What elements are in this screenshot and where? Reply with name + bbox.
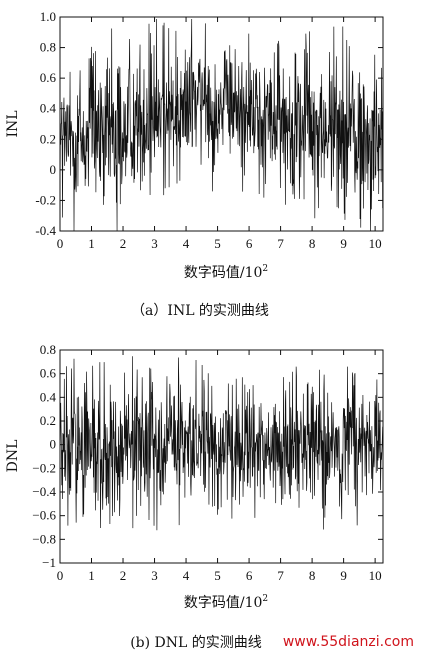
dnl-x-tick-label: 8 — [309, 568, 316, 583]
dnl-y-tick-label: −0.2 — [32, 460, 56, 475]
inl-x-tick-label: 5 — [214, 236, 221, 251]
dnl-y-tick-label: −1 — [42, 555, 56, 570]
dnl-x-tick-label: 9 — [340, 568, 347, 583]
dnl-y-tick-label: 0.2 — [40, 413, 56, 428]
inl-y-tick-label: 0.2 — [40, 131, 56, 146]
inl-x-tick-label: 2 — [120, 236, 127, 251]
dnl-y-axis-label: DNL — [5, 440, 21, 473]
inl-x-tick-label: 9 — [340, 236, 347, 251]
inl-x-tick-label: 1 — [88, 236, 95, 251]
inl-y-tick-label: 1.0 — [40, 9, 56, 24]
inl-y-tick-label: 0.6 — [40, 70, 57, 85]
inl-panel: 0 1 2 3 4 5 6 7 8 9 10 -0.4 -0.2 0 0.2 0.4 0.6 0.8 1.0 INL… — [5, 9, 384, 319]
inl-y-tick-label: 0.4 — [40, 101, 57, 116]
inl-x-tick-label: 7 — [277, 236, 284, 251]
inl-y-tick-label: 0 — [50, 162, 57, 177]
dnl-x-tick-label: 7 — [277, 568, 284, 583]
inl-x-tick-label: 4 — [183, 236, 190, 251]
dnl-x-tick-label: 5 — [214, 568, 221, 583]
dnl-signal-line — [59, 356, 384, 531]
inl-plot-frame — [59, 16, 384, 232]
dnl-y-tick-label: −0.4 — [32, 484, 56, 499]
inl-signal-line — [59, 19, 384, 232]
dnl-y-tick-label: 0.6 — [40, 366, 57, 381]
dnl-x-tick-label: 6 — [246, 568, 253, 583]
inl-x-tick-label: 6 — [246, 236, 253, 251]
inl-y-tick-label: -0.4 — [35, 223, 56, 238]
inl-y-axis-label: INL — [5, 110, 21, 137]
inl-signal-series — [59, 19, 384, 232]
dnl-x-tick-label: 1 — [88, 568, 95, 583]
inl-y-tick-label: 0.8 — [40, 40, 56, 55]
dnl-y-tick-label: 0.4 — [40, 389, 57, 404]
inl-caption: （a）INL 的实测曲线 — [131, 303, 269, 319]
dnl-x-tick-label: 4 — [183, 568, 190, 583]
dnl-x-tick-label: 3 — [151, 568, 158, 583]
dnl-caption: (b) DNL 的实测曲线 — [130, 635, 262, 651]
dnl-y-tick-label: −0.8 — [32, 531, 56, 546]
dnl-y-tick-label: −0.6 — [32, 508, 56, 523]
dnl-y-tick-label: 0 — [50, 437, 57, 452]
inl-x-axis-label: 数字码值/102 — [184, 264, 268, 281]
dnl-x-axis-label: 数字码值/102 — [184, 594, 268, 611]
inl-y-tick-label: -0.2 — [35, 192, 56, 207]
dnl-signal-series — [59, 356, 384, 531]
inl-x-tick-label: 0 — [57, 236, 64, 251]
dnl-x-tick-label: 0 — [57, 568, 64, 583]
inl-x-tick-label: 10 — [369, 236, 382, 251]
inl-x-tick-label: 3 — [151, 236, 158, 251]
inl-x-tick-label: 8 — [309, 236, 316, 251]
dnl-y-tick-label: 0.8 — [40, 342, 56, 357]
dnl-x-tick-label: 10 — [369, 568, 382, 583]
dnl-panel: 0 1 2 3 4 5 6 7 8 9 10 −1 −0.8 −0.6 −0.4 −0.2 0 0.2 0.4 0.6… — [5, 342, 384, 651]
watermark: www.55dianzi.com — [283, 634, 414, 650]
dnl-x-tick-label: 2 — [120, 568, 127, 583]
